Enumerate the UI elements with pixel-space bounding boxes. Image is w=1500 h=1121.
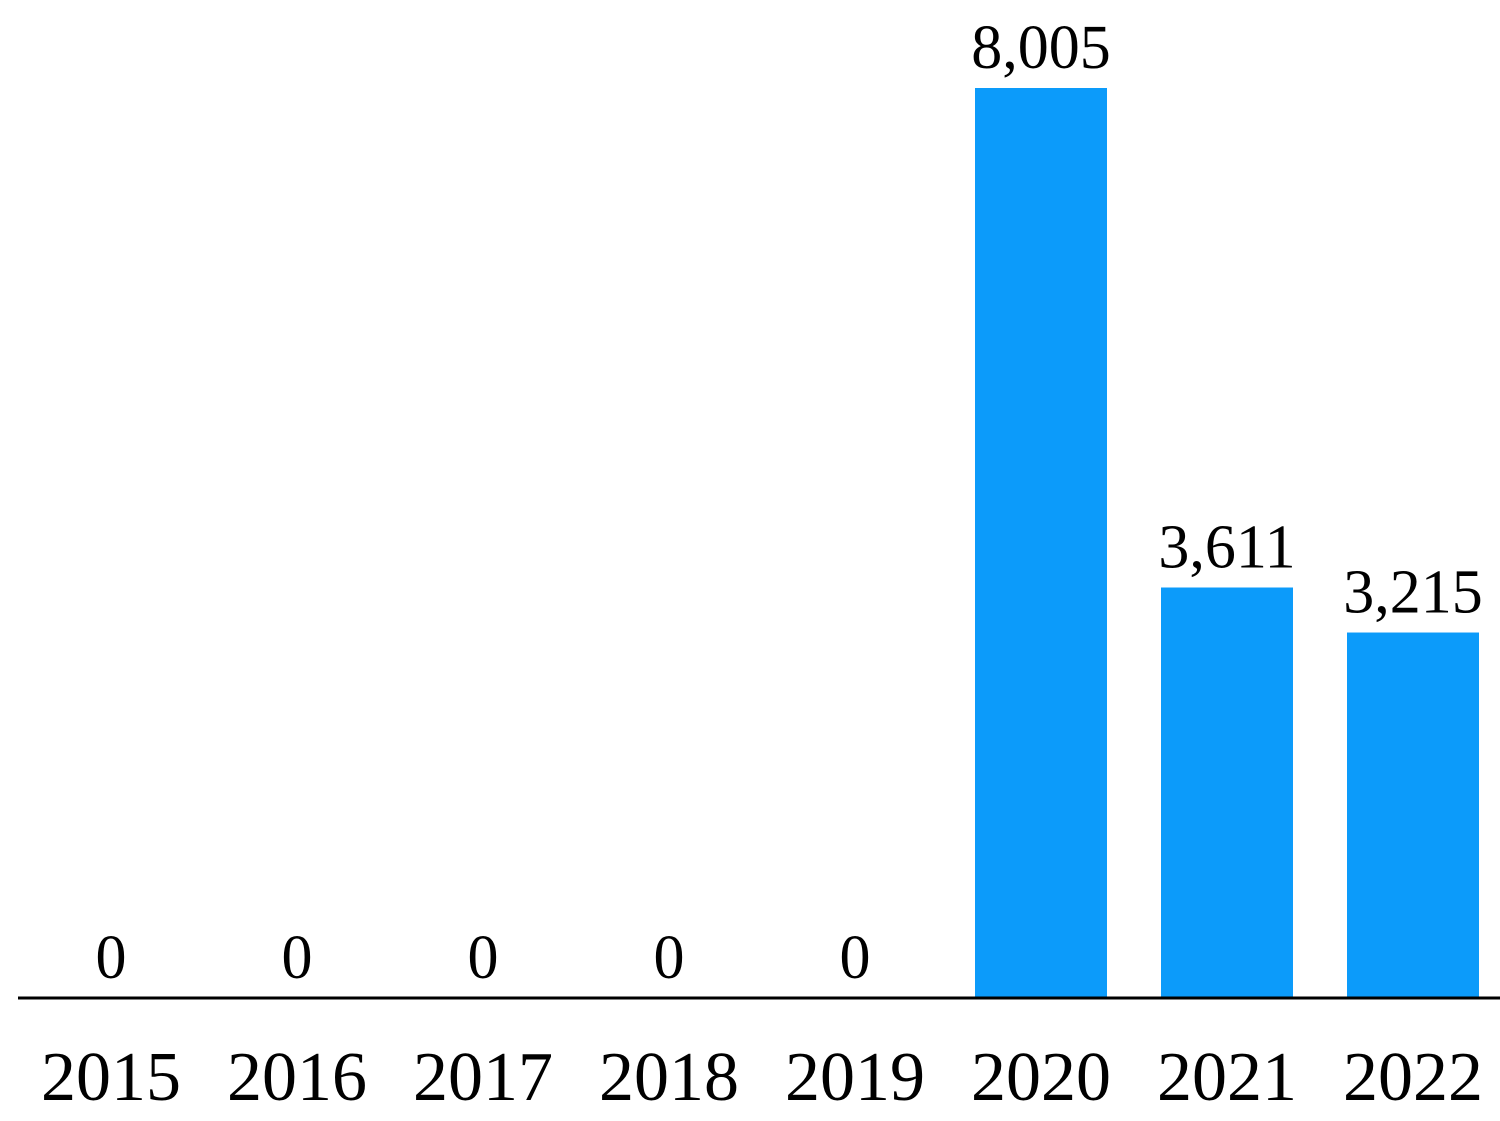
x-tick-label-2017: 2017	[413, 1039, 553, 1116]
value-labels-layer: 0 0 0 0 0 8,005 3,611 3,215	[96, 14, 1483, 992]
bar-2020	[975, 88, 1107, 998]
value-label-2019: 0	[840, 924, 871, 992]
x-tick-labels-layer: 2015 2016 2017 2018 2019 2020 2021 2022	[41, 1039, 1483, 1116]
value-label-2018: 0	[654, 924, 685, 992]
value-label-2021: 3,611	[1158, 514, 1295, 582]
x-tick-label-2022: 2022	[1343, 1039, 1483, 1116]
x-tick-label-2016: 2016	[227, 1039, 367, 1116]
value-label-2015: 0	[96, 924, 127, 992]
value-label-2017: 0	[468, 924, 499, 992]
x-tick-label-2018: 2018	[599, 1039, 739, 1116]
value-label-2020: 8,005	[971, 14, 1111, 82]
x-tick-label-2015: 2015	[41, 1039, 181, 1116]
bars-layer	[975, 88, 1479, 998]
value-label-2022: 3,215	[1343, 559, 1483, 627]
value-label-2016: 0	[282, 924, 313, 992]
bar-2022	[1347, 632, 1479, 998]
bar-2021	[1161, 587, 1293, 998]
x-tick-label-2020: 2020	[971, 1039, 1111, 1116]
x-tick-label-2019: 2019	[785, 1039, 925, 1116]
x-tick-label-2021: 2021	[1157, 1039, 1297, 1116]
